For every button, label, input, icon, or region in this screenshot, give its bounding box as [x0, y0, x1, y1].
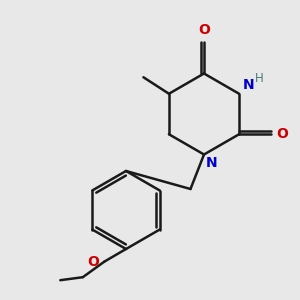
- Text: H: H: [255, 72, 263, 85]
- Text: N: N: [206, 156, 217, 170]
- Text: O: O: [276, 127, 288, 141]
- Text: N: N: [243, 78, 254, 92]
- Text: O: O: [87, 255, 99, 268]
- Text: O: O: [198, 22, 210, 37]
